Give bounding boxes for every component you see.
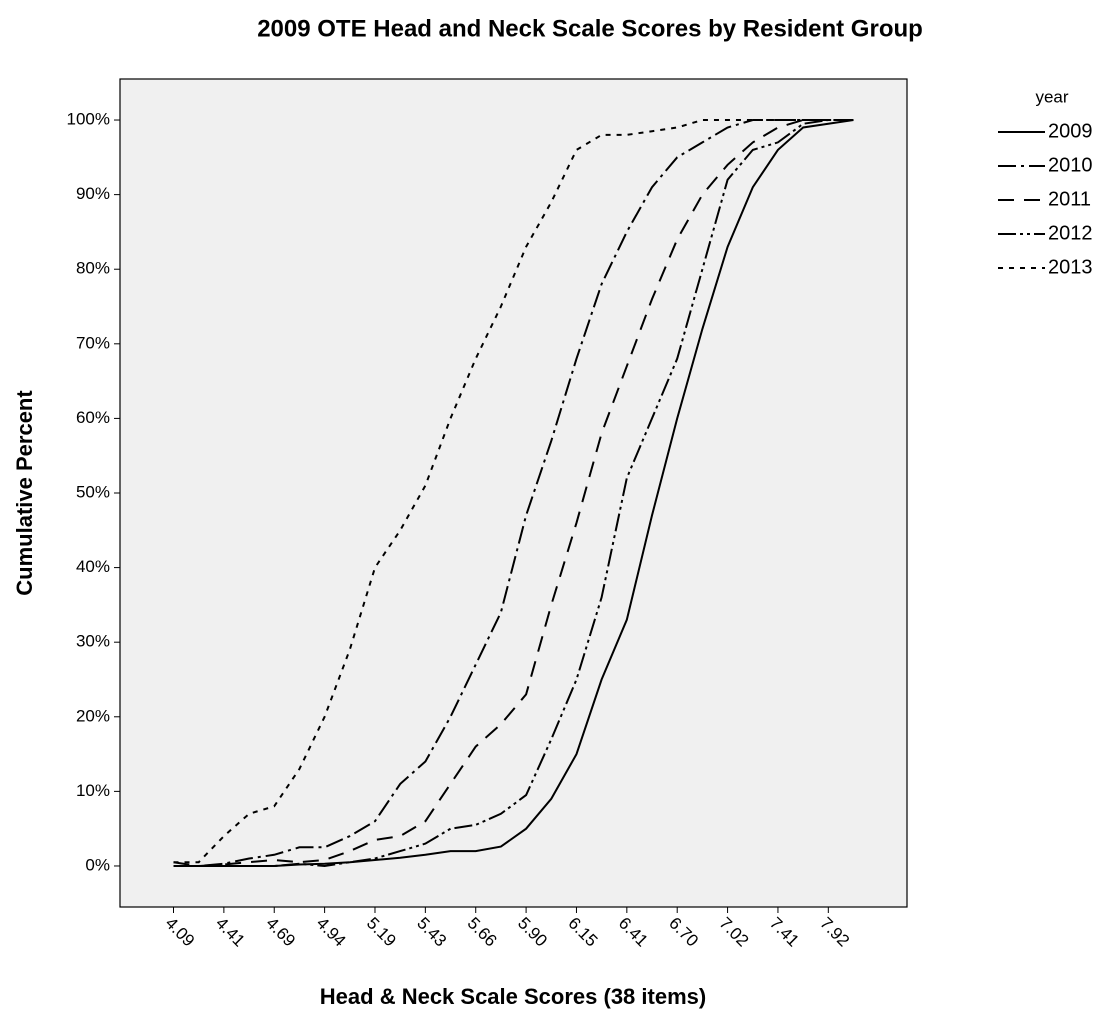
x-tick-label: 4.69 bbox=[262, 914, 299, 951]
x-tick-label: 4.09 bbox=[162, 914, 199, 951]
plot-area bbox=[119, 78, 908, 908]
line-series bbox=[173, 119, 854, 868]
line-series bbox=[173, 119, 854, 868]
x-axis-label: Head & Neck Scale Scores (38 items) bbox=[320, 984, 706, 1009]
y-tick-label: 70% bbox=[76, 333, 110, 352]
legend-title: year bbox=[1035, 87, 1068, 106]
y-tick-label: 60% bbox=[76, 408, 110, 427]
x-tick-label: 6.15 bbox=[564, 914, 601, 951]
y-tick-label: 100% bbox=[67, 110, 110, 129]
x-tick-label: 7.41 bbox=[766, 914, 803, 951]
x-tick-label: 5.19 bbox=[363, 914, 400, 951]
y-tick-label: 30% bbox=[76, 632, 110, 651]
legend-label: 2011 bbox=[1048, 188, 1091, 210]
x-tick-label: 7.02 bbox=[716, 914, 753, 951]
x-tick-label: 7.92 bbox=[816, 914, 853, 951]
y-tick-label: 10% bbox=[76, 781, 110, 800]
line-series bbox=[173, 119, 854, 867]
x-tick-label: 6.41 bbox=[615, 914, 652, 951]
x-tick-label: 5.66 bbox=[464, 914, 501, 951]
x-tick-label: 5.90 bbox=[514, 914, 551, 951]
x-tick-label: 4.41 bbox=[212, 914, 249, 951]
x-tick-label: 6.70 bbox=[665, 914, 702, 951]
y-tick-label: 50% bbox=[76, 482, 110, 501]
y-tick-label: 90% bbox=[76, 184, 110, 203]
legend-label: 2012 bbox=[1048, 222, 1093, 244]
legend-label: 2013 bbox=[1048, 256, 1093, 278]
y-tick-label: 80% bbox=[76, 259, 110, 278]
line-series bbox=[173, 119, 854, 864]
x-tick-label: 5.43 bbox=[413, 914, 450, 951]
x-tick-label: 4.94 bbox=[313, 914, 350, 951]
chart-title: 2009 OTE Head and Neck Scale Scores by R… bbox=[257, 15, 923, 42]
y-tick-label: 20% bbox=[76, 706, 110, 725]
legend-label: 2009 bbox=[1048, 120, 1093, 142]
y-tick-label: 0% bbox=[85, 855, 110, 874]
y-tick-label: 40% bbox=[76, 557, 110, 576]
y-axis-label: Cumulative Percent bbox=[12, 390, 37, 596]
legend-label: 2010 bbox=[1048, 154, 1093, 176]
